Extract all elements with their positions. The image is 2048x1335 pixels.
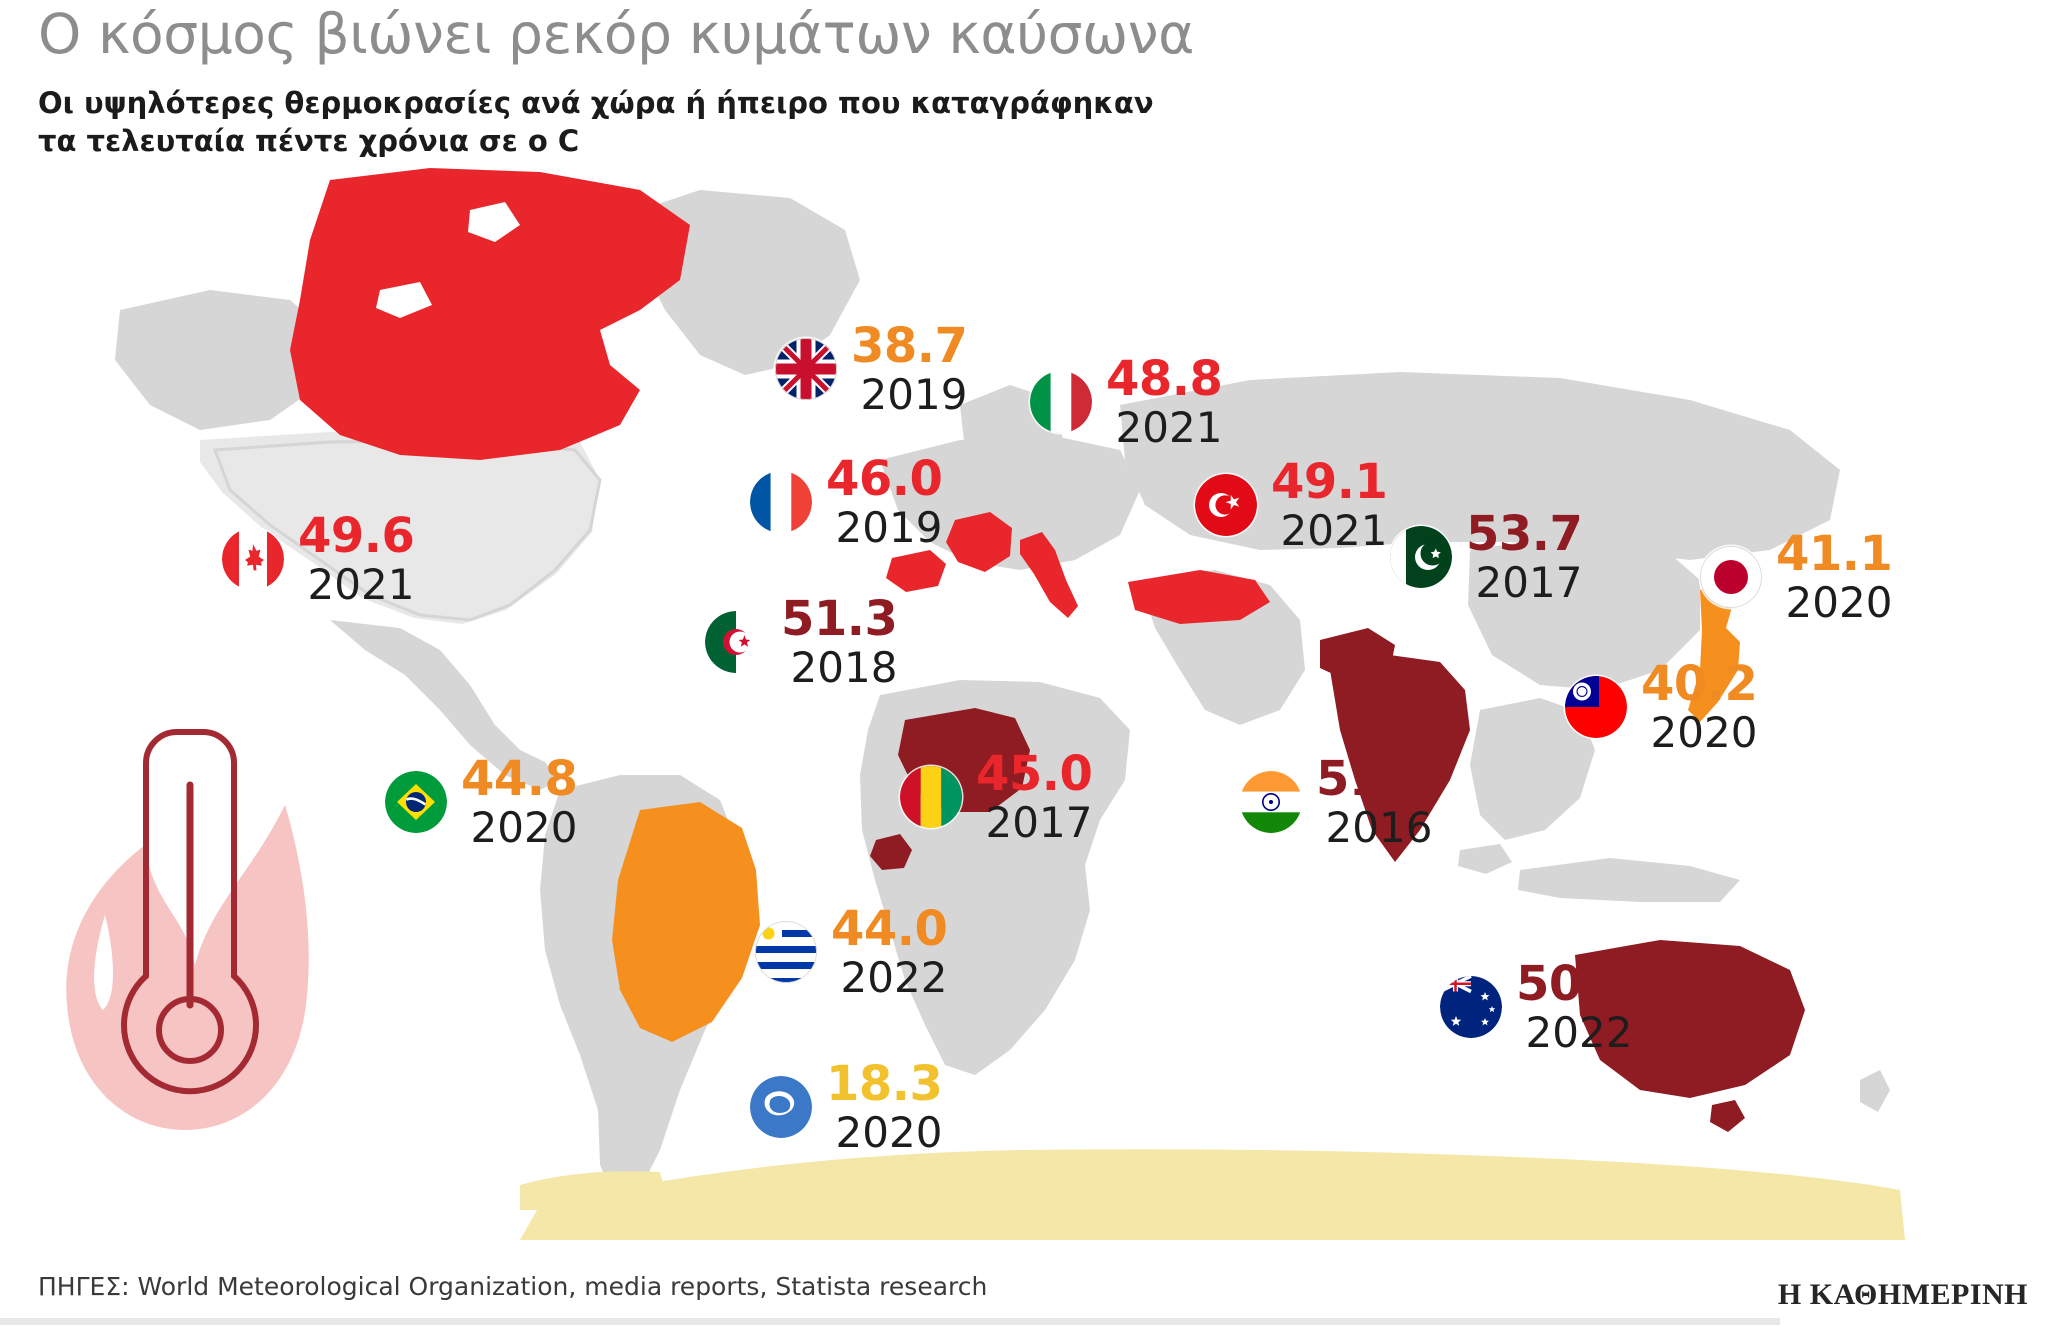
marker-india[interactable]: 51.0 2016 xyxy=(1240,751,1433,852)
marker-japan[interactable]: 41.1 2020 xyxy=(1700,526,1893,627)
marker-brazil[interactable]: 44.8 2020 xyxy=(385,751,578,852)
marker-algeria[interactable]: 51.3 2018 xyxy=(705,591,898,692)
flag-taiwan-icon xyxy=(1565,676,1627,738)
marker-brazil-temp: 44.8 xyxy=(461,751,578,807)
marker-canada-temp: 49.6 xyxy=(298,508,415,564)
marker-antarctica[interactable]: 18.3 2020 xyxy=(750,1056,943,1157)
flag-australia-icon xyxy=(1440,976,1502,1038)
publisher-logo: Η ΚΑΘΗΜΕΡΙΝΗ xyxy=(1777,1278,2028,1311)
marker-italy-year: 2021 xyxy=(1115,403,1223,452)
flag-canada-icon xyxy=(222,528,284,590)
marker-uruguay-values: 44.0 2022 xyxy=(831,901,948,1002)
flag-turkey-icon xyxy=(1195,474,1257,536)
marker-india-values: 51.0 2016 xyxy=(1316,751,1433,852)
marker-united-kingdom-temp: 38.7 xyxy=(851,318,968,374)
marker-united-kingdom-year: 2019 xyxy=(860,370,968,419)
marker-pakistan[interactable]: 53.7 2017 xyxy=(1390,506,1583,607)
marker-france[interactable]: 46.0 2019 xyxy=(750,451,943,552)
marker-japan-values: 41.1 2020 xyxy=(1776,526,1893,627)
marker-france-temp: 46.0 xyxy=(826,451,943,507)
marker-turkey-temp: 49.1 xyxy=(1271,454,1388,510)
flag-france-icon xyxy=(750,471,812,533)
flag-uk-icon xyxy=(775,338,837,400)
marker-pakistan-values: 53.7 2017 xyxy=(1466,506,1583,607)
marker-canada-values: 49.6 2021 xyxy=(298,508,415,609)
marker-turkey[interactable]: 49.1 2021 xyxy=(1195,454,1388,555)
marker-guinea-values: 45.0 2017 xyxy=(976,746,1093,847)
thermometer-flame-icon xyxy=(45,715,335,1205)
marker-italy[interactable]: 48.8 2021 xyxy=(1030,351,1223,452)
marker-india-year: 2016 xyxy=(1325,803,1433,852)
marker-italy-values: 48.8 2021 xyxy=(1106,351,1223,452)
marker-guinea-year: 2017 xyxy=(985,798,1093,847)
marker-taiwan-values: 40.2 2020 xyxy=(1641,656,1758,757)
flag-antarctica-icon xyxy=(750,1076,812,1138)
marker-france-values: 46.0 2019 xyxy=(826,451,943,552)
flag-brazil-icon xyxy=(385,771,447,833)
marker-antarctica-year: 2020 xyxy=(835,1108,943,1157)
marker-brazil-year: 2020 xyxy=(470,803,578,852)
marker-guinea-temp: 45.0 xyxy=(976,746,1093,802)
marker-japan-year: 2020 xyxy=(1785,578,1893,627)
flag-uruguay-icon xyxy=(755,921,817,983)
marker-pakistan-year: 2017 xyxy=(1475,558,1583,607)
marker-canada[interactable]: 49.6 2021 xyxy=(222,508,415,609)
marker-india-temp: 51.0 xyxy=(1316,751,1433,807)
marker-taiwan-temp: 40.2 xyxy=(1641,656,1758,712)
marker-turkey-values: 49.1 2021 xyxy=(1271,454,1388,555)
flag-japan-icon xyxy=(1700,546,1762,608)
marker-australia-values: 50.7 2022 xyxy=(1516,956,1633,1057)
flag-india-icon xyxy=(1240,771,1302,833)
page-subtitle: Οι υψηλότερες θερμοκρασίες ανά χώρα ή ήπ… xyxy=(38,86,1154,159)
marker-algeria-year: 2018 xyxy=(790,643,898,692)
marker-australia-temp: 50.7 xyxy=(1516,956,1633,1012)
flag-pakistan-icon xyxy=(1390,526,1452,588)
footer-divider xyxy=(0,1318,1780,1325)
marker-japan-temp: 41.1 xyxy=(1776,526,1893,582)
marker-uruguay-temp: 44.0 xyxy=(831,901,948,957)
flag-algeria-icon xyxy=(705,611,767,673)
marker-turkey-year: 2021 xyxy=(1280,506,1388,555)
world-map xyxy=(0,150,2048,1250)
marker-brazil-values: 44.8 2020 xyxy=(461,751,578,852)
marker-uruguay-year: 2022 xyxy=(840,953,948,1002)
marker-antarctica-temp: 18.3 xyxy=(826,1056,943,1112)
marker-canada-year: 2021 xyxy=(307,560,415,609)
marker-uruguay[interactable]: 44.0 2022 xyxy=(755,901,948,1002)
marker-australia-year: 2022 xyxy=(1525,1008,1633,1057)
page-title: Ο κόσμος βιώνει ρεκόρ κυμάτων καύσωνα xyxy=(38,2,1194,66)
marker-guinea[interactable]: 45.0 2017 xyxy=(900,746,1093,847)
marker-australia[interactable]: 50.7 2022 xyxy=(1440,956,1633,1057)
marker-pakistan-temp: 53.7 xyxy=(1466,506,1583,562)
marker-algeria-values: 51.3 2018 xyxy=(781,591,898,692)
flag-italy-icon xyxy=(1030,371,1092,433)
map-base-landmass xyxy=(115,168,1905,1240)
marker-france-year: 2019 xyxy=(835,503,943,552)
flag-guinea-icon xyxy=(900,766,962,828)
marker-antarctica-values: 18.3 2020 xyxy=(826,1056,943,1157)
marker-taiwan-year: 2020 xyxy=(1650,708,1758,757)
marker-algeria-temp: 51.3 xyxy=(781,591,898,647)
marker-taiwan[interactable]: 40.2 2020 xyxy=(1565,656,1758,757)
sources-line: ΠΗΓΕΣ: World Meteorological Organization… xyxy=(38,1272,988,1301)
marker-italy-temp: 48.8 xyxy=(1106,351,1223,407)
marker-united-kingdom[interactable]: 38.7 2019 xyxy=(775,318,968,419)
marker-united-kingdom-values: 38.7 2019 xyxy=(851,318,968,419)
